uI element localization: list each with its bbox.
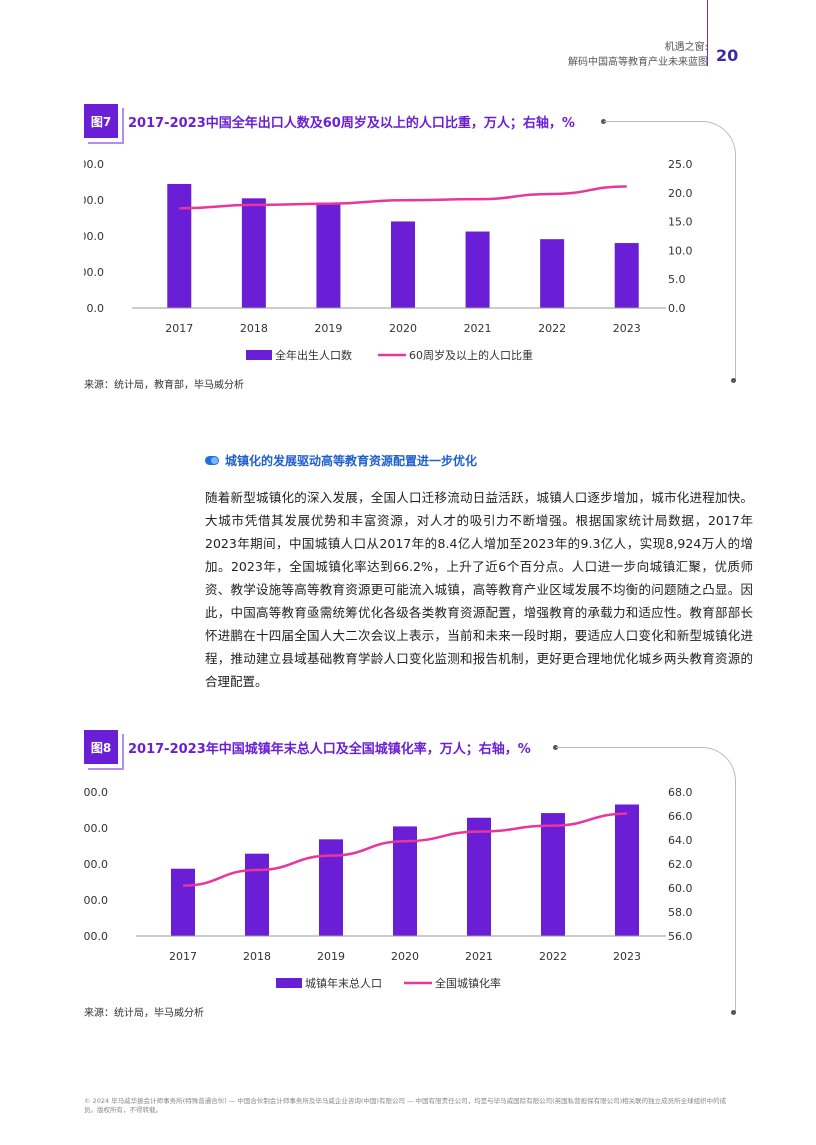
figure7-right-tick-label: 15.0 — [668, 216, 693, 229]
figure8-right-tick-label: 56.0 — [668, 930, 693, 943]
figure7-bar — [167, 183, 192, 308]
figure8-legend-bar-label: 城镇年末总人口 — [305, 976, 382, 990]
figure8-right-tick-label: 64.0 — [668, 834, 693, 847]
figure8-bar — [393, 826, 417, 936]
figure7-x-tick-label: 2019 — [314, 322, 342, 335]
figure8-bar — [245, 853, 269, 936]
figure7-bar — [540, 239, 565, 308]
figure8-right-tick-label: 68.0 — [668, 786, 693, 799]
figure8-x-tick-label: 2020 — [391, 950, 419, 963]
figure8-left-tick-label: 85,000.0 — [84, 858, 108, 871]
figure8-tag: 图8 — [84, 730, 124, 770]
figure8-bar — [467, 817, 491, 936]
figure7-legend-bar-label: 全年出生人口数 — [275, 348, 352, 362]
figure7-right-tick-label: 25.0 — [668, 158, 693, 171]
figure7-connector-dot — [601, 119, 606, 124]
figure7-left-tick-label: 500.0 — [84, 266, 104, 279]
figure7-left-tick-label: 1,500.0 — [84, 194, 104, 207]
figure8-left-tick-label: 95,000.0 — [84, 786, 108, 799]
section-title: 城镇化的发展驱动高等教育资源配置进一步优化 — [225, 454, 478, 468]
figure8-bar — [171, 868, 195, 936]
figure7-x-tick-label: 2017 — [165, 322, 193, 335]
figure7-bar — [241, 198, 266, 308]
figure7-left-tick-label: 1,000.0 — [84, 230, 104, 243]
figure8-chart: 95,000.0 90,000.0 85,000.0 80,000.0 75,000.0… — [59, 778, 704, 1002]
report-title-line1: 机遇之窗: — [664, 42, 708, 53]
figure8-legend-bar-swatch — [276, 978, 302, 988]
figure8-right-tick-label: 62.0 — [668, 858, 693, 871]
figure7-x-tick-label: 2022 — [538, 322, 566, 335]
header-divider — [707, 0, 708, 66]
section-paragraph: 随着新型城镇化的深入发展，全国人口迁移流动日益活跃，城镇人口逐步增加，城市化进程… — [205, 490, 753, 689]
figure8-right-tick-label: 58.0 — [668, 906, 693, 919]
figure7-bar — [465, 231, 490, 308]
figure7-source: 来源：统计局，教育部，毕马威分析 — [84, 380, 244, 391]
figure8-x-tick-label: 2021 — [465, 950, 493, 963]
figure8-line-series — [182, 812, 628, 887]
page-number: 20 — [716, 46, 739, 65]
section-bullet-icon — [205, 456, 219, 465]
figure8-x-tick-label: 2023 — [613, 950, 641, 963]
figure7-frame-end-dot — [731, 378, 736, 383]
figure7-chart: 2,000.0 1,500.0 1,000.0 500.0 0.0 25.0 20.0 15.… — [62, 150, 704, 374]
figure8-frame — [556, 747, 736, 1013]
figure8-x-tick-label: 2017 — [169, 950, 197, 963]
figure8-legend-line-label: 全国城镇化率 — [435, 976, 501, 990]
figure7-left-tick-label: 0.0 — [87, 302, 105, 315]
figure7-frame — [604, 121, 736, 381]
figure7-tag: 图7 — [84, 104, 124, 144]
figure7-left-tick-label: 2,000.0 — [84, 158, 104, 171]
report-header: 机遇之窗: 解码中国高等教育产业未来蓝图 — [568, 40, 708, 70]
figure7-bar — [391, 221, 415, 308]
figure7-title: 2017-2023中国全年出口人数及60周岁及以上的人口比重，万人；右轴，% — [128, 116, 575, 131]
figure8-x-tick-label: 2022 — [539, 950, 567, 963]
figure8-svg: 95,000.0 90,000.0 85,000.0 80,000.0 75,000.0… — [59, 786, 693, 990]
report-title-line2: 解码中国高等教育产业未来蓝图 — [568, 57, 708, 68]
figure7-legend-line-label: 60周岁及以上的人口比重 — [409, 348, 533, 362]
figure8-bar — [615, 804, 639, 936]
figure7-right-tick-label: 20.0 — [668, 187, 693, 200]
figure7-bar — [316, 202, 341, 308]
figure7-svg: 2,000.0 1,500.0 1,000.0 500.0 0.0 25.0 20.0 15.… — [62, 158, 693, 362]
copyright-footer: © 2024 毕马威华振会计师事务所(特殊普通合伙) — 中国合伙制会计师事务所… — [84, 1097, 727, 1114]
figure8-source: 来源：统计局，毕马威分析 — [84, 1008, 204, 1019]
figure7-x-tick-label: 2018 — [240, 322, 268, 335]
figure7-right-tick-label: 0.0 — [668, 302, 686, 315]
figure8-right-tick-label: 66.0 — [668, 810, 693, 823]
figure8-frame-end-dot — [731, 1010, 736, 1015]
figure7-bar — [614, 243, 639, 308]
figure7-x-tick-label: 2021 — [464, 322, 492, 335]
figure8-right-tick-label: 60.0 — [668, 882, 693, 895]
figure8-x-tick-label: 2018 — [243, 950, 271, 963]
figure7-right-tick-label: 5.0 — [668, 273, 686, 286]
figure7-legend-bar-swatch — [246, 350, 272, 360]
figure8-bar — [319, 839, 343, 936]
figure8-title: 2017-2023年中国城镇年末总人口及全国城镇化率，万人；右轴，% — [128, 742, 531, 757]
figure7-x-tick-label: 2023 — [613, 322, 641, 335]
figure8-left-tick-label: 80,000.0 — [84, 894, 108, 907]
figure8-left-tick-label: 75,000.0 — [84, 930, 108, 943]
figure7-right-tick-label: 10.0 — [668, 244, 693, 257]
figure8-bar — [541, 813, 565, 936]
figure7-x-tick-label: 2020 — [389, 322, 417, 335]
figure8-connector-dot — [553, 745, 558, 750]
figure8-left-tick-label: 90,000.0 — [84, 822, 108, 835]
figure8-x-tick-label: 2019 — [317, 950, 345, 963]
figure7-line-series — [179, 185, 627, 210]
